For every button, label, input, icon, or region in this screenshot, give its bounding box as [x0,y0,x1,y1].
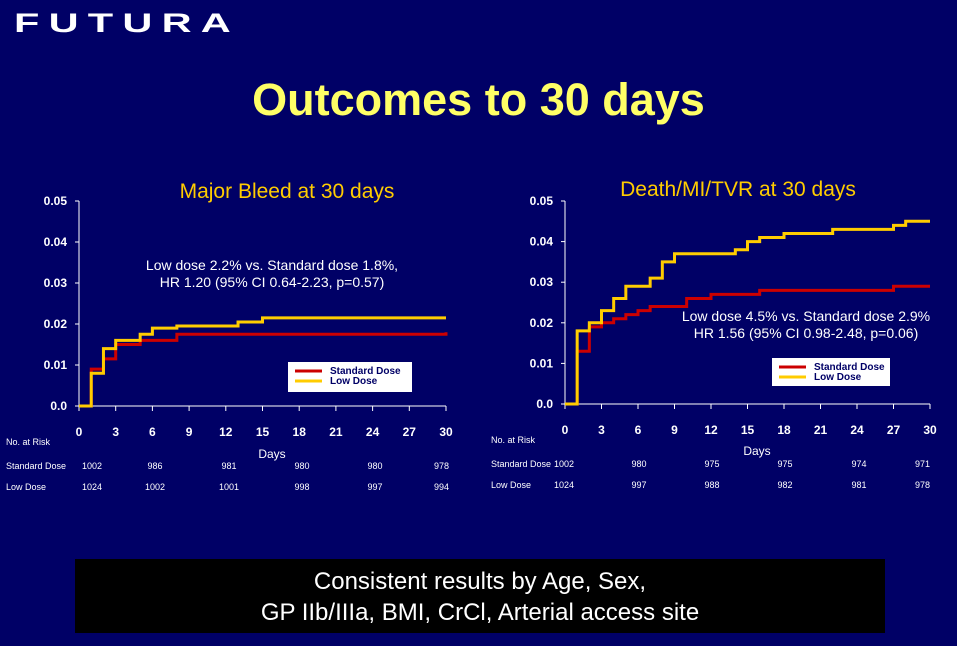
chart-title: Death/MI/TVR at 30 days [620,178,856,201]
x-tick-label: 3 [112,425,119,439]
y-tick-label: 0.02 [530,316,554,330]
legend-label: Low Dose [330,376,378,387]
death-mi-tvr-chart: Death/MI/TVR at 30 days 0.0 0.01 0.02 0.03 0.… [491,178,937,490]
risk-value: 1002 [82,461,102,471]
risk-row-label: Standard Dose [6,461,66,471]
banner-line-2: GP IIb/IIIa, BMI, CrCl, Arterial access … [260,599,700,626]
annotation-line: Low dose 4.5% vs. Standard dose 2.9% [682,308,930,324]
y-tick-label: 0.01 [530,356,554,370]
risk-value: 975 [777,459,792,469]
risk-value: 986 [147,461,162,471]
y-tick-label: 0.03 [530,275,554,289]
y-tick-label: 0.0 [50,399,67,413]
x-tick-label: 6 [149,425,156,439]
annotation-line: HR 1.20 (95% CI 0.64-2.23, p=0.57) [160,274,385,290]
x-tick-label: 30 [439,425,453,439]
risk-value: 997 [631,480,646,490]
legend-label: Standard Dose [814,362,885,373]
y-tick-label: 0.05 [44,194,68,208]
x-tick-label: 12 [219,425,233,439]
legend-box [772,358,890,386]
x-axis-label: Days [743,444,770,458]
slide-title: Outcomes to 30 days [252,74,705,125]
risk-value: 975 [704,459,719,469]
risk-value: 982 [777,480,792,490]
x-axis-label: Days [258,447,285,461]
risk-table-header: No. at Risk [491,435,536,445]
risk-value: 971 [915,459,930,469]
legend-label: Low Dose [814,372,862,383]
risk-value: 981 [221,461,236,471]
y-tick-label: 0.05 [530,194,554,208]
risk-value: 1002 [554,459,574,469]
x-tick-label: 9 [186,425,193,439]
risk-value: 997 [367,482,382,492]
y-tick-label: 0.0 [536,397,553,411]
y-tick-label: 0.04 [44,235,68,249]
x-tick-label: 3 [598,423,605,437]
series-line-low-dose [565,219,930,406]
risk-value: 978 [434,461,449,471]
risk-value: 994 [434,482,449,492]
risk-value: 978 [915,480,930,490]
risk-row-label: Standard Dose [491,459,551,469]
risk-value: 1002 [145,482,165,492]
legend-label: Standard Dose [330,366,401,377]
risk-table-header: No. at Risk [6,437,51,447]
x-tick-label: 9 [671,423,678,437]
x-tick-label: 30 [923,423,937,437]
risk-value: 980 [367,461,382,471]
risk-value: 974 [851,459,866,469]
x-tick-label: 27 [403,425,417,439]
x-tick-label: 21 [329,425,343,439]
series-line-low-dose [79,316,446,408]
y-tick-label: 0.02 [44,317,68,331]
x-tick-label: 6 [635,423,642,437]
risk-value: 1024 [554,480,574,490]
x-tick-label: 27 [887,423,901,437]
risk-row-label: Low Dose [491,480,531,490]
legend-box [288,362,412,392]
risk-value: 1001 [219,482,239,492]
x-tick-label: 21 [814,423,828,437]
y-tick-label: 0.04 [530,235,554,249]
annotation-line: Low dose 2.2% vs. Standard dose 1.8%, [146,257,398,273]
x-tick-label: 18 [293,425,307,439]
x-tick-label: 24 [366,425,380,439]
risk-value: 980 [294,461,309,471]
risk-value: 998 [294,482,309,492]
risk-value: 980 [631,459,646,469]
x-tick-label: 0 [562,423,569,437]
banner-line-1: Consistent results by Age, Sex, [313,568,647,595]
major-bleed-chart: Major Bleed at 30 days 0.0 0.01 0.02 0.03 0.0… [6,180,453,492]
conclusion-banner: Consistent results by Age, Sex, GP IIb/I… [75,559,885,633]
logo-text: FUTURA [14,8,240,38]
x-tick-label: 18 [777,423,791,437]
futura-logo: FUTURA [14,8,240,38]
annotation-line: HR 1.56 (95% CI 0.98-2.48, p=0.06) [694,325,919,341]
series-line-standard-dose [565,284,930,406]
risk-row-label: Low Dose [6,482,46,492]
risk-value: 981 [851,480,866,490]
y-tick-label: 0.03 [44,276,68,290]
risk-value: 988 [704,480,719,490]
y-tick-label: 0.01 [44,358,68,372]
x-tick-label: 0 [76,425,83,439]
x-tick-label: 15 [256,425,270,439]
chart-title: Major Bleed at 30 days [180,180,395,203]
x-tick-label: 12 [704,423,718,437]
x-tick-label: 15 [741,423,755,437]
risk-value: 1024 [82,482,102,492]
x-tick-label: 24 [850,423,864,437]
